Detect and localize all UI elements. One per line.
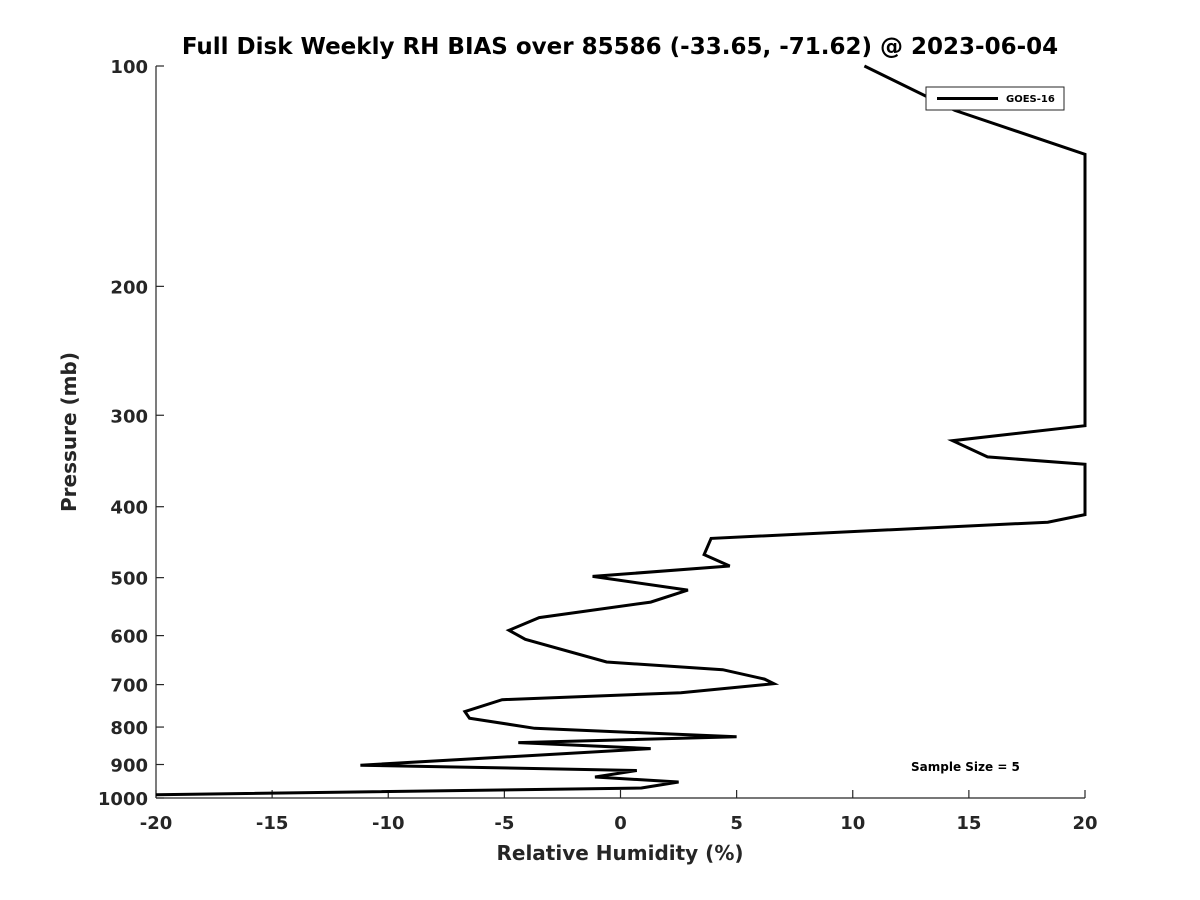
y-tick-label: 600 xyxy=(110,627,148,648)
y-tick-label: 500 xyxy=(110,569,148,590)
series-layer xyxy=(155,64,1087,797)
y-tick-label: 800 xyxy=(110,718,148,739)
x-tick-label: -10 xyxy=(372,813,405,834)
sample-size-annotation: Sample Size = 5 xyxy=(911,760,1020,774)
y-tick-label: 700 xyxy=(110,676,148,697)
x-tick-label: -5 xyxy=(494,813,514,834)
x-tick-label: -15 xyxy=(256,813,289,834)
x-tick-label: -20 xyxy=(140,813,173,834)
y-tick-label: 900 xyxy=(110,756,148,777)
y-tick-label: 1000 xyxy=(98,789,148,810)
y-axis-label: Pressure (mb) xyxy=(57,352,81,512)
x-tick-label: 5 xyxy=(730,813,743,834)
x-axis-label: Relative Humidity (%) xyxy=(496,841,743,865)
x-axis-ticks: -20 -15 -10 -5 0 5 10 15 20 xyxy=(140,790,1098,834)
series-line-goes-16 xyxy=(155,64,1087,797)
x-tick-label: 20 xyxy=(1072,813,1097,834)
y-tick-label: 200 xyxy=(110,277,148,298)
y-tick-label: 400 xyxy=(110,498,148,519)
y-axis-ticks: 100 200 300 400 500 600 700 800 900 1000 xyxy=(98,57,164,810)
y-tick-label: 300 xyxy=(110,406,148,427)
x-tick-label: 0 xyxy=(614,813,627,834)
x-tick-label: 10 xyxy=(840,813,865,834)
legend: GOES-16 xyxy=(925,86,1065,111)
plot-area xyxy=(156,66,1085,798)
y-tick-label: 100 xyxy=(110,57,148,78)
chart-title: Full Disk Weekly RH BIAS over 85586 (-33… xyxy=(182,34,1058,60)
legend-label-goes-16: GOES-16 xyxy=(1006,94,1055,105)
x-tick-label: 15 xyxy=(956,813,981,834)
